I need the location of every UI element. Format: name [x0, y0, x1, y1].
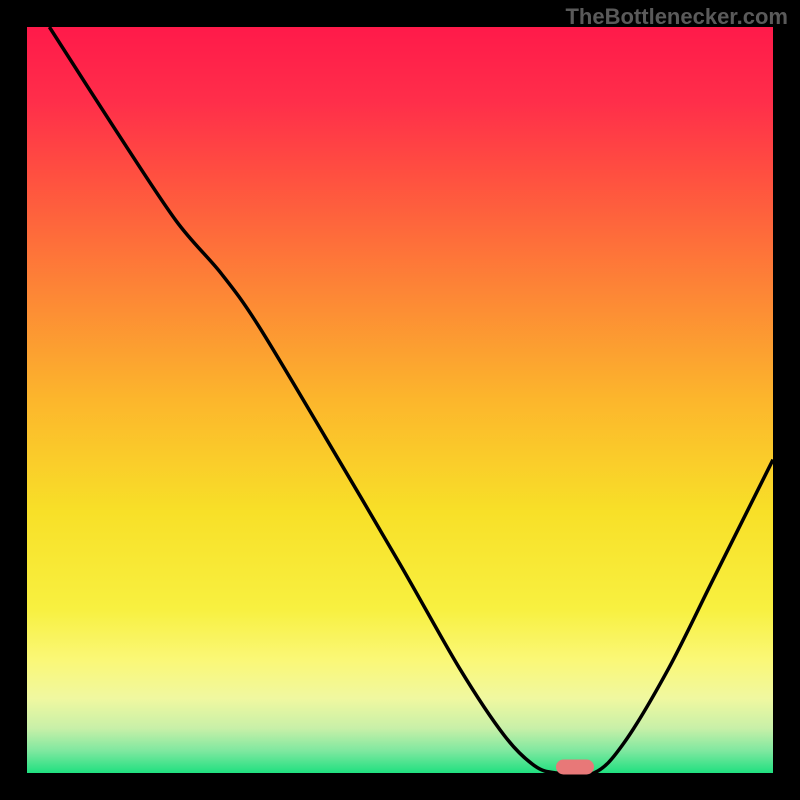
watermark-text: TheBottlenecker.com	[565, 4, 788, 30]
chart-container: TheBottlenecker.com	[0, 0, 800, 800]
bottleneck-curve	[49, 27, 773, 773]
optimal-marker	[556, 760, 594, 775]
plot-area	[27, 27, 773, 773]
curve-svg	[27, 27, 773, 773]
